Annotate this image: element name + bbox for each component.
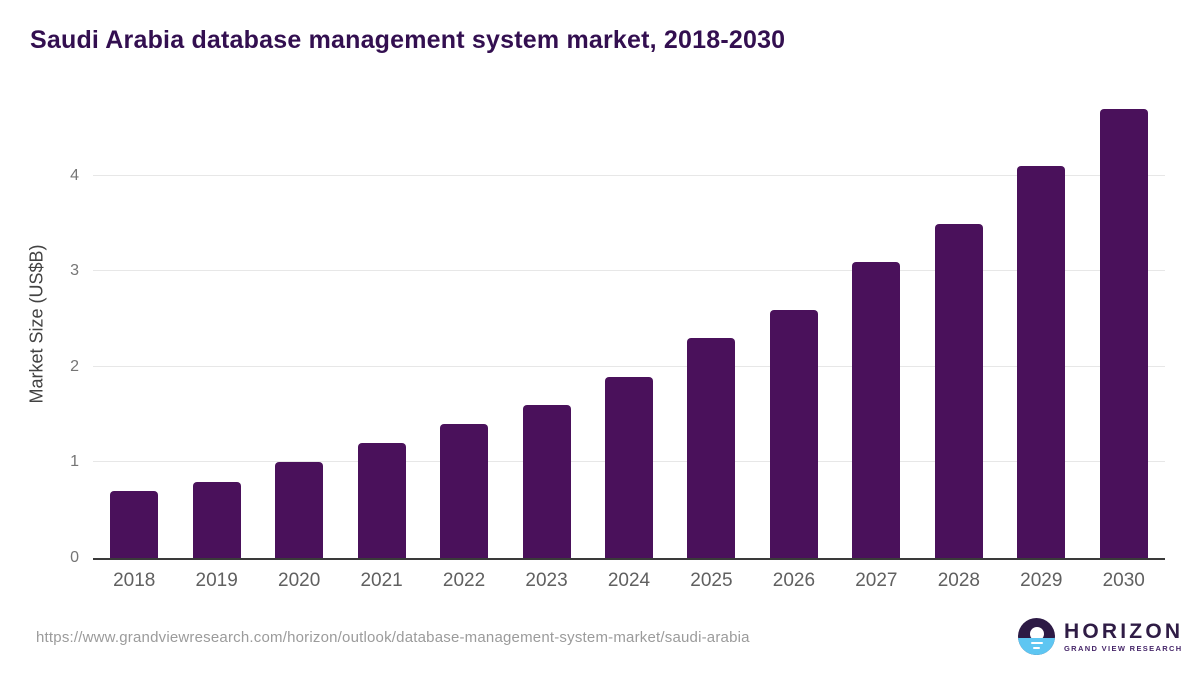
x-axis-labels: 2018 2019 2020 2021 2022 2023 2024 2025 2026 2027… bbox=[93, 570, 1165, 594]
y-tick-label-3: 3 bbox=[70, 262, 79, 280]
x-tick-label-2020: 2020 bbox=[278, 570, 321, 591]
x-tick-label-2027: 2027 bbox=[855, 570, 898, 591]
chart-title: Saudi Arabia database management system … bbox=[30, 26, 786, 54]
gridline-y4 bbox=[93, 174, 1165, 176]
bar-2030 bbox=[1099, 109, 1148, 558]
x-tick-label-2019: 2019 bbox=[195, 570, 238, 591]
x-tick-label-2024: 2024 bbox=[607, 570, 651, 591]
x-tick-label-2029: 2029 bbox=[1020, 570, 1063, 591]
bar-2026 bbox=[769, 309, 818, 558]
bar-2019 bbox=[192, 481, 241, 558]
gridline-y3 bbox=[93, 270, 1165, 272]
bar-2025 bbox=[687, 338, 736, 558]
bar-2022 bbox=[440, 424, 489, 558]
x-tick-label-2030: 2030 bbox=[1102, 570, 1145, 591]
x-tick-label-2018: 2018 bbox=[113, 570, 156, 591]
y-tick-label-2: 2 bbox=[70, 357, 79, 375]
gridline-y2 bbox=[93, 365, 1165, 367]
bar-2023 bbox=[522, 405, 571, 558]
x-tick-label-2026: 2026 bbox=[772, 570, 816, 591]
bar-2029 bbox=[1017, 166, 1066, 558]
reflection-dash-icon bbox=[1030, 642, 1043, 645]
x-tick-label-2022: 2022 bbox=[442, 570, 486, 591]
reflection-dash-icon bbox=[1033, 646, 1040, 649]
sunset-horizon-icon bbox=[1018, 618, 1055, 655]
bar-2020 bbox=[275, 462, 324, 558]
logo-text: HORIZON GRAND VIEW RESEARCH bbox=[1064, 619, 1184, 653]
logo-subtitle: GRAND VIEW RESEARCH bbox=[1064, 643, 1183, 653]
bar-2027 bbox=[852, 261, 901, 558]
logo-wordmark: HORIZON bbox=[1064, 619, 1184, 643]
source-url: https://www.grandviewresearch.com/horizo… bbox=[36, 629, 750, 646]
x-tick-label-2023: 2023 bbox=[525, 570, 568, 591]
bar-2018 bbox=[110, 491, 159, 558]
x-tick-label-2028: 2028 bbox=[937, 570, 980, 591]
sea-icon bbox=[1018, 638, 1055, 655]
y-tick-label-4: 4 bbox=[70, 166, 79, 184]
bar-2028 bbox=[934, 223, 983, 558]
sun-icon bbox=[1029, 627, 1044, 641]
y-tick-label-0: 0 bbox=[70, 549, 79, 566]
bar-2024 bbox=[605, 376, 653, 558]
x-tick-label-2025: 2025 bbox=[690, 570, 733, 591]
bar-2021 bbox=[357, 443, 406, 558]
y-tick-label-1: 1 bbox=[70, 453, 79, 471]
horizon-logo: HORIZON GRAND VIEW RESEARCH bbox=[1018, 618, 1183, 655]
x-tick-label-2021: 2021 bbox=[360, 570, 403, 591]
